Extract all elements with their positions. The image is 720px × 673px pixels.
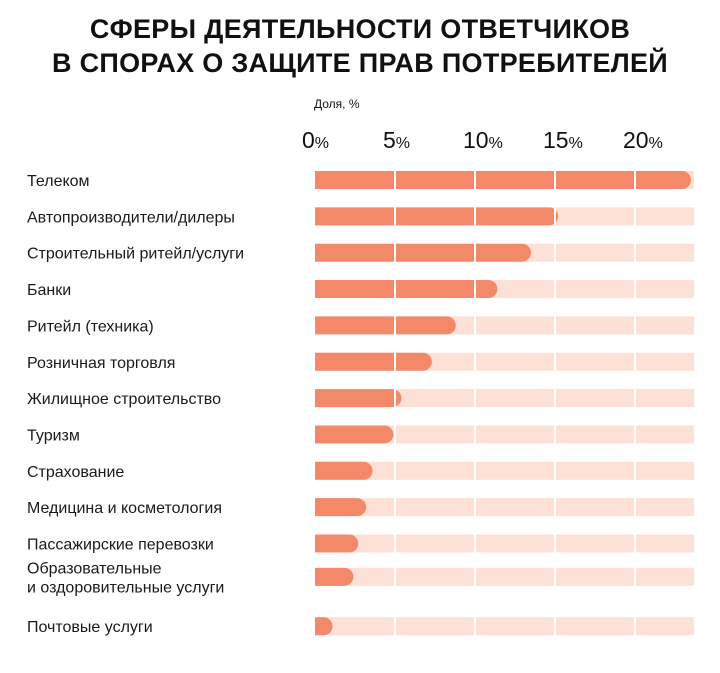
category-label: Медицина и косметология	[27, 500, 222, 517]
x-tick-unit: %	[569, 135, 583, 152]
category-label: и оздоровительные услуги	[27, 579, 224, 596]
bar-track	[315, 617, 694, 636]
chart-title: СФЕРЫ ДЕЯТЕЛЬНОСТИ ОТВЕТЧИКОВ В СПОРАХ О…	[0, 12, 720, 80]
x-tick-unit: %	[649, 135, 663, 152]
bar	[315, 498, 367, 517]
category-label: Строительный ритейл/услуги	[27, 246, 244, 263]
x-tick-number: 20	[623, 127, 649, 153]
category-label: Жилищное строительство	[27, 391, 221, 408]
bar	[315, 461, 373, 480]
category-label: Розничная торговля	[27, 355, 175, 372]
bar-track	[315, 567, 694, 586]
category-label: Почтовые услуги	[27, 619, 153, 636]
category-label: Телеком	[27, 173, 90, 190]
category-label: Страхование	[27, 464, 124, 481]
chart-title-line-1: СФЕРЫ ДЕЯТЕЛЬНОСТИ ОТВЕТЧИКОВ	[89, 14, 631, 44]
x-tick-unit: %	[489, 135, 503, 152]
x-tick-number: 5	[383, 127, 396, 153]
category-label: Банки	[27, 282, 71, 299]
bar-track	[315, 389, 694, 408]
x-tick-number: 0	[302, 127, 315, 153]
x-tick-unit: %	[315, 135, 329, 152]
x-tick-label: 5%	[383, 127, 410, 153]
bar	[315, 352, 432, 371]
bar-track	[315, 534, 694, 553]
x-axis-ticks: 0% 5% 10% 15% 20%	[302, 127, 663, 153]
bar	[315, 316, 456, 335]
category-labels: Телеком Автопроизводители/дилеры Строитель…	[27, 173, 244, 636]
bar	[315, 280, 498, 299]
x-tick-number: 15	[543, 127, 569, 153]
gridlines	[394, 163, 636, 648]
bar	[315, 389, 402, 408]
bar-track	[315, 498, 694, 517]
category-label: Ритейл (техника)	[27, 318, 154, 335]
bar	[315, 207, 559, 226]
bars	[315, 171, 691, 636]
x-tick-label: 10%	[463, 127, 503, 153]
bar	[315, 243, 531, 262]
x-tick-number: 10	[463, 127, 489, 153]
category-label: Автопроизводители/дилеры	[27, 209, 235, 226]
bar	[315, 171, 691, 189]
bar-track	[315, 425, 694, 444]
bar	[315, 425, 394, 444]
bar	[315, 534, 359, 553]
bar	[315, 567, 354, 586]
category-label: Образовательные	[27, 560, 162, 577]
x-tick-label: 20%	[623, 127, 663, 153]
x-tick-unit: %	[396, 135, 410, 152]
x-axis-label: Доля, %	[314, 97, 360, 111]
x-tick-label: 0%	[302, 127, 329, 153]
chart-title-line-2: В СПОРАХ О ЗАЩИТЕ ПРАВ ПОТРЕБИТЕЛЕЙ	[51, 48, 669, 78]
bar	[315, 617, 333, 636]
x-tick-label: 15%	[543, 127, 583, 153]
bar-track	[315, 461, 694, 480]
category-label: Туризм	[27, 427, 80, 444]
category-label: Пассажирские перевозки	[27, 537, 214, 554]
